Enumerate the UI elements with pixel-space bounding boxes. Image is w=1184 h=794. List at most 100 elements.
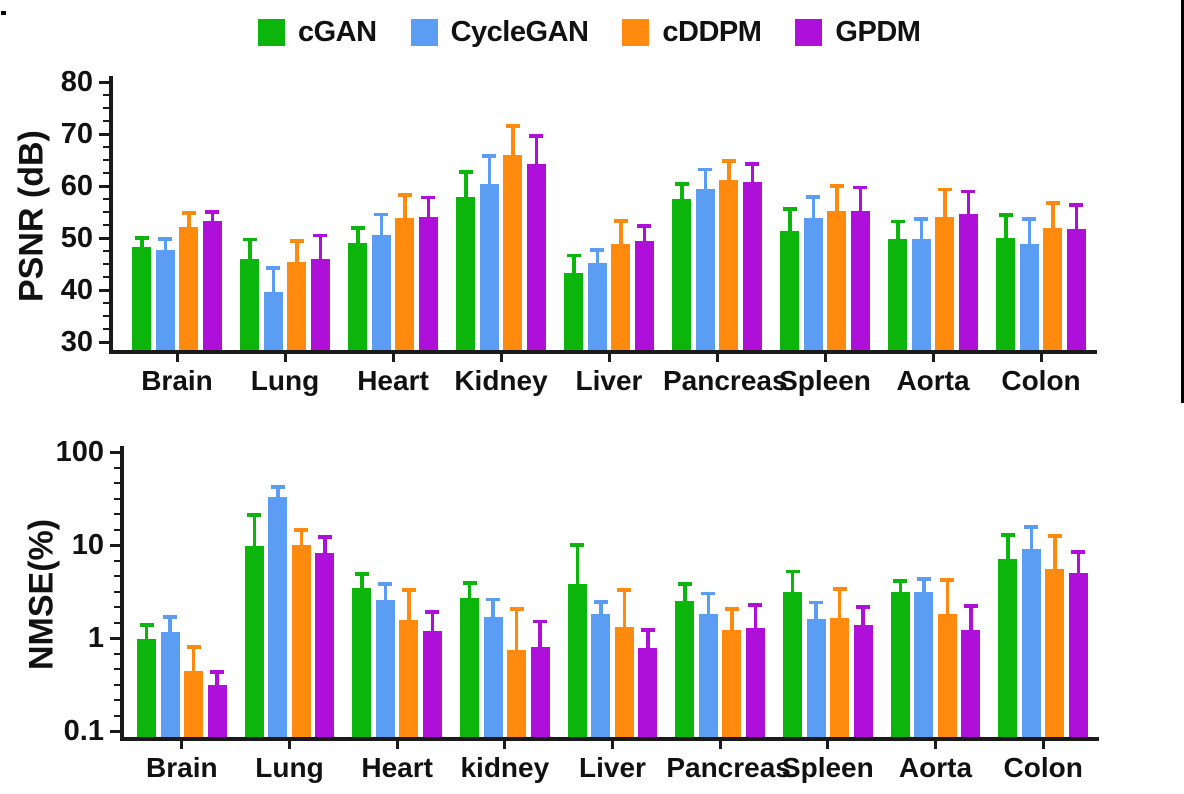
bar-cyclegan-kidney [483, 616, 503, 737]
legend-swatch-icon [795, 19, 823, 46]
bar-gpdm-liver [638, 648, 658, 737]
error-bar-line [1027, 218, 1031, 246]
error-bar-line [1074, 205, 1078, 232]
x-category-label: Brain [146, 752, 218, 783]
error-bar-line [835, 186, 839, 213]
error-bar-cap [916, 577, 931, 581]
error-bar-line [1006, 535, 1010, 561]
error-bar-cap [134, 236, 149, 240]
x-category-label: Heart [361, 752, 433, 783]
x-category-label: Colon [1003, 752, 1083, 783]
bar-cddpm-pancreas [722, 629, 742, 737]
error-bar-line [646, 629, 650, 651]
x-category-label: Aorta [898, 752, 973, 783]
bar-gpdm-heart [418, 217, 438, 350]
error-bar-line [969, 606, 973, 632]
y-major-tick [99, 236, 109, 240]
error-bar-line [896, 221, 900, 242]
y-minor-tick [103, 250, 109, 252]
error-bar-cap [354, 572, 369, 576]
x-category-label: Lung [255, 752, 324, 783]
y-minor-tick [103, 159, 109, 161]
bar-cgan-liver [567, 584, 587, 737]
bar-cyclegan-aorta [911, 239, 931, 350]
error-bar-line [318, 235, 322, 261]
y-tick-label: 60 [60, 170, 93, 202]
error-bar-cap [677, 582, 692, 586]
error-bar-cap [425, 610, 440, 614]
error-bar-cap [294, 528, 309, 532]
legend-label: CycleGAN [450, 16, 589, 48]
error-bar-cap [832, 587, 847, 591]
y-tick-label: 70 [60, 118, 93, 150]
error-bar-line [595, 249, 599, 265]
x-axis-line [120, 737, 1099, 741]
x-category-label: Aorta [896, 365, 970, 396]
error-bar-line [323, 536, 327, 555]
error-bar-cap [617, 588, 632, 592]
y-major-tick [99, 340, 109, 344]
bar-cyclegan-pancreas [698, 614, 718, 737]
x-category-tick [503, 741, 507, 749]
error-bar-cap [1047, 534, 1062, 538]
y-minor-tick [103, 328, 109, 330]
error-bar-cap [158, 237, 173, 241]
error-bar-cap [242, 237, 257, 242]
y-major-tick [110, 729, 120, 733]
bar-cyclegan-aorta [914, 592, 934, 737]
legend-item-cyclegan: CycleGAN [410, 16, 589, 49]
bar-gpdm-pancreas [745, 628, 765, 737]
error-bar-cap [890, 219, 905, 224]
figure-right-border-line [1181, 0, 1184, 403]
y-tick-label: 10 [71, 529, 104, 561]
bar-cddpm-brain [184, 671, 204, 737]
bar-cddpm-lung [291, 545, 311, 737]
x-category-tick [288, 741, 291, 749]
bar-cyclegan-kidney [479, 184, 499, 350]
bar-cyclegan-liver [587, 262, 607, 350]
bar-cyclegan-liver [591, 614, 611, 737]
y-minor-tick [103, 224, 109, 226]
error-bar-cap [1045, 201, 1060, 205]
error-bar-line [858, 187, 862, 213]
error-bar-cap [486, 597, 501, 602]
error-bar-line [727, 161, 731, 182]
bar-gpdm-spleen [853, 624, 873, 737]
bar-cyclegan-colon [1021, 549, 1041, 737]
error-bar-cap [724, 607, 739, 611]
error-bar-line [1053, 535, 1057, 572]
bar-gpdm-colon [1068, 572, 1088, 737]
bar-gpdm-kidney [530, 647, 550, 737]
error-bar-line [271, 268, 275, 294]
y-major-tick [110, 450, 120, 454]
y-axis-line [109, 76, 113, 354]
bar-cgan-aorta [890, 592, 910, 737]
error-bar-cap [317, 535, 332, 539]
y-tick-label: 0.1 [63, 715, 104, 747]
x-category-label: Spleen [779, 365, 871, 396]
error-bar-line [252, 515, 256, 548]
bar-cgan-colon [996, 238, 1016, 350]
error-bar-cap [289, 239, 304, 243]
y-minor-tick [103, 302, 109, 304]
bar-cgan-pancreas [675, 600, 695, 737]
legend-label: GPDM [835, 16, 921, 48]
y-minor-tick [114, 714, 120, 717]
error-bar-line [144, 624, 149, 642]
y-minor-tick [114, 621, 120, 624]
bar-cddpm-kidney [507, 650, 527, 737]
x-category-label: Pancreas [666, 752, 791, 783]
bar-cgan-liver [564, 273, 584, 350]
error-bar-cap [421, 195, 436, 200]
legend-swatch-icon [410, 19, 438, 46]
legend: cGAN CycleGAN cDDPM GPDM [258, 16, 921, 49]
y-major-tick [110, 636, 120, 640]
x-category-label: kidney [460, 752, 550, 783]
y-minor-tick [114, 652, 120, 655]
bar-cyclegan-lung [263, 291, 283, 350]
error-bar-line [622, 589, 626, 630]
error-bar-line [379, 214, 383, 238]
error-bar-line [599, 601, 603, 617]
x-category-tick [715, 354, 719, 362]
error-bar-line [750, 164, 754, 184]
